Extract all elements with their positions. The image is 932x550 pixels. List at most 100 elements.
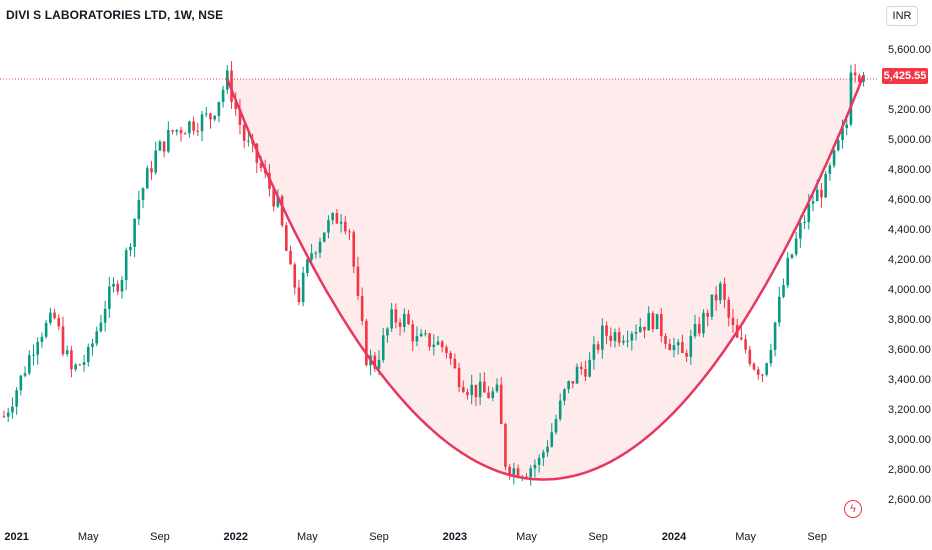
candle: [537, 454, 541, 473]
candle-body: [647, 313, 650, 331]
candle: [693, 314, 697, 339]
candle-body: [626, 340, 629, 342]
candle-body: [158, 141, 162, 151]
candle-body: [676, 342, 680, 346]
candle: [719, 281, 722, 305]
x-tick-label: May: [516, 531, 537, 543]
candle: [188, 120, 191, 138]
candle: [752, 362, 756, 371]
x-tick-label: Sep: [588, 531, 608, 543]
candle-body: [95, 331, 99, 344]
candle-body: [150, 168, 153, 173]
candle: [280, 194, 284, 228]
candle: [150, 160, 153, 180]
candle-body: [546, 446, 549, 453]
candle: [112, 277, 115, 293]
candle: [579, 362, 583, 375]
candle-body: [242, 124, 246, 141]
candle-body: [807, 203, 811, 223]
candle: [828, 162, 832, 181]
candle-body: [478, 381, 482, 398]
x-tick-label: May: [78, 531, 99, 543]
candle-body: [6, 412, 10, 417]
candle: [756, 366, 760, 380]
candle: [390, 302, 393, 332]
candle: [204, 106, 208, 118]
candle: [221, 85, 225, 108]
candle: [162, 141, 166, 158]
candle-body: [820, 189, 823, 198]
candle-body: [731, 317, 735, 325]
candle: [306, 257, 309, 277]
x-tick-label: Sep: [807, 531, 827, 543]
candle-body: [533, 464, 537, 469]
candle-body: [609, 335, 613, 341]
candle-body: [179, 129, 183, 134]
candle: [461, 380, 465, 393]
candle: [318, 237, 322, 259]
candle-body: [714, 294, 718, 301]
candle: [6, 407, 10, 423]
candle: [145, 165, 149, 189]
candle-body: [794, 238, 798, 255]
candle-body: [756, 369, 760, 375]
chart-title: DIVI S LABORATORIES LTD, 1W, NSE: [6, 8, 224, 22]
candle-body: [318, 241, 322, 253]
candle-body: [466, 391, 469, 396]
candle-body: [525, 476, 528, 478]
candle-body: [428, 333, 431, 347]
candle: [765, 362, 768, 377]
candle-body: [19, 375, 23, 391]
candle: [36, 337, 40, 365]
candle: [499, 377, 503, 425]
candle-body: [419, 333, 423, 337]
candle-body: [697, 324, 701, 334]
candle-body: [436, 341, 440, 345]
candle: [601, 318, 604, 359]
candle-body: [230, 70, 233, 102]
candle-body: [154, 150, 157, 173]
candle-body: [352, 232, 356, 267]
candle: [685, 349, 688, 363]
candle-body: [167, 130, 170, 152]
candle: [457, 363, 461, 392]
lightning-icon[interactable]: ϟ: [844, 500, 862, 518]
candle-body: [238, 109, 242, 125]
candle-body: [44, 322, 48, 337]
candle: [293, 262, 297, 295]
candle-body: [769, 350, 773, 364]
candle-body: [668, 343, 672, 351]
candle: [550, 423, 554, 448]
candle: [845, 118, 849, 136]
candle-body: [432, 344, 436, 347]
candle-body: [495, 384, 499, 392]
candle: [820, 182, 823, 208]
candle-body: [86, 346, 90, 363]
candle-body: [322, 232, 326, 242]
currency-button[interactable]: INR: [886, 6, 918, 26]
candle-body: [550, 432, 554, 447]
candle: [322, 232, 326, 243]
candle-body: [803, 222, 806, 224]
candle-body: [672, 345, 676, 351]
candle-body: [727, 299, 731, 318]
candle: [664, 333, 667, 349]
candle-body: [204, 113, 208, 115]
candle-body: [660, 314, 663, 336]
y-tick-label: 5,000.00: [888, 134, 931, 146]
candle-body: [331, 213, 334, 221]
candle: [44, 319, 48, 339]
candle: [542, 449, 545, 467]
candle: [613, 328, 617, 348]
candle-body: [11, 406, 14, 413]
candle: [217, 101, 221, 123]
candle-body: [221, 89, 225, 102]
candle: [40, 332, 44, 348]
candle: [697, 317, 701, 337]
candle-body: [247, 140, 250, 142]
candle-body: [297, 287, 301, 303]
candle: [32, 344, 35, 366]
candle-body: [53, 312, 56, 319]
candle-body: [832, 150, 836, 166]
